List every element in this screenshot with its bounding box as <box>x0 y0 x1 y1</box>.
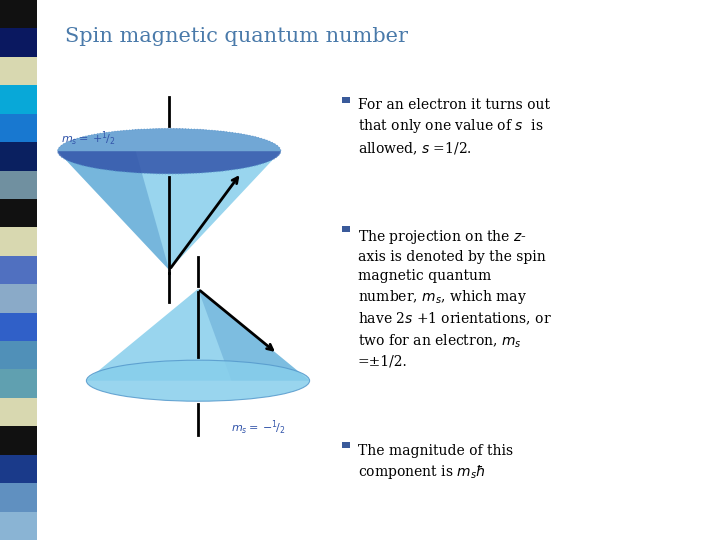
Bar <box>0 114 37 142</box>
Bar <box>0 85 37 114</box>
Bar <box>0 284 37 313</box>
Bar <box>0 511 37 540</box>
Bar <box>0 455 37 483</box>
Ellipse shape <box>86 360 310 401</box>
Bar <box>342 442 350 448</box>
Bar <box>0 142 37 171</box>
Bar <box>0 57 37 85</box>
Text: The magnitude of this
component is $m_sħ$: The magnitude of this component is $m_sħ… <box>358 444 513 481</box>
Polygon shape <box>58 129 281 151</box>
Bar <box>0 398 37 426</box>
Bar <box>0 171 37 199</box>
Bar <box>0 0 37 29</box>
Bar <box>0 483 37 511</box>
Bar <box>0 29 37 57</box>
Bar <box>0 256 37 284</box>
Bar <box>0 227 37 256</box>
Bar <box>342 226 350 232</box>
Text: Spin magnetic quantum number: Spin magnetic quantum number <box>65 27 408 46</box>
Polygon shape <box>198 289 310 381</box>
Bar <box>0 369 37 398</box>
Polygon shape <box>58 151 281 270</box>
Text: The projection on the $z$-
axis is denoted by the spin
magnetic quantum
number, : The projection on the $z$- axis is denot… <box>358 228 552 368</box>
Text: $m_s = +\!^1\!/_2$: $m_s = +\!^1\!/_2$ <box>61 130 115 148</box>
Bar <box>0 199 37 227</box>
Bar <box>0 426 37 455</box>
Bar <box>0 313 37 341</box>
Text: For an electron it turns out
that only one value of $s$  is
allowed, $s$ =1/2.: For an electron it turns out that only o… <box>358 98 550 157</box>
Polygon shape <box>58 151 169 270</box>
Bar <box>342 97 350 103</box>
Bar <box>0 341 37 369</box>
Ellipse shape <box>58 129 281 174</box>
Text: $m_s = -\!^1\!/_2$: $m_s = -\!^1\!/_2$ <box>232 418 286 437</box>
Polygon shape <box>86 289 310 381</box>
